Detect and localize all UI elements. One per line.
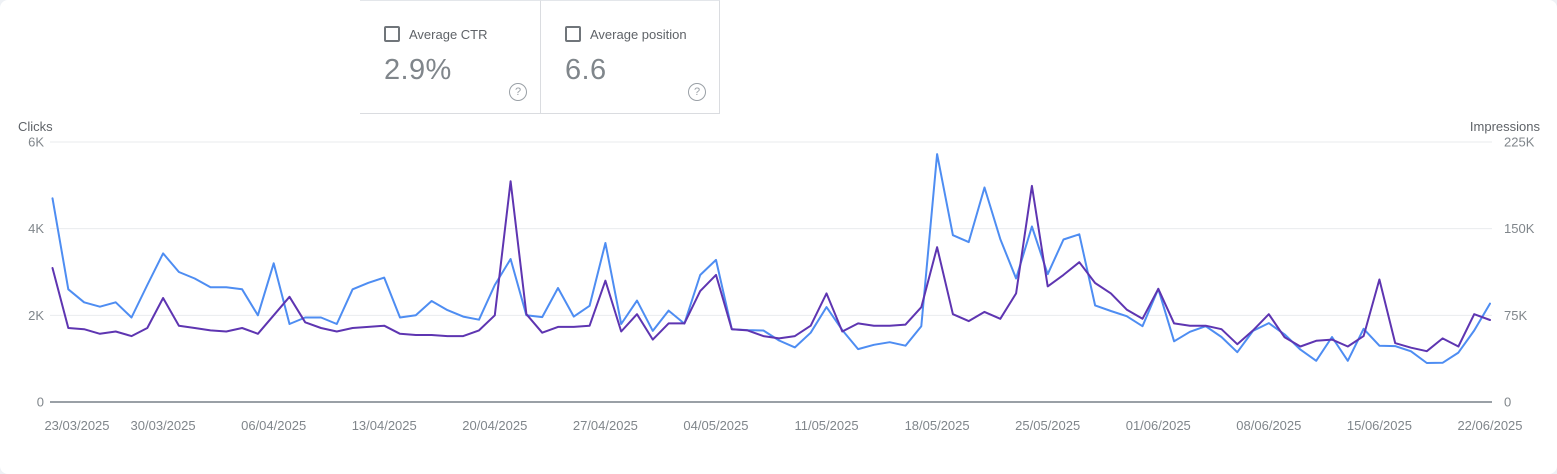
clicks-line[interactable] <box>51 153 1491 364</box>
y-axis-title-clicks: Clicks <box>18 119 53 134</box>
card-label: Total impressions <box>229 25 330 41</box>
metric-cards-row: Total clicks 206K ? Total impressions 6.… <box>0 0 1557 114</box>
y-axis-tick-left: 2K <box>28 308 44 323</box>
y-axis-tick-left: 0 <box>37 395 44 410</box>
performance-chart-area: 6K 225K 4K 150K 2K 75K 0 0 Clicks Impressions 23/0… <box>0 114 1557 474</box>
x-axis-tick: 01/06/2025 <box>1126 418 1191 433</box>
impressions-line[interactable] <box>51 180 1491 353</box>
help-icon[interactable]: ? <box>688 83 706 101</box>
card-label: Total clicks <box>49 25 112 41</box>
x-axis-tick: 27/04/2025 <box>573 418 638 433</box>
y-axis-tick-right: 75K <box>1504 308 1527 323</box>
help-icon[interactable]: ? <box>329 84 347 102</box>
y-axis-tick-left: 4K <box>28 221 44 236</box>
total-clicks-value: 206K <box>24 53 94 85</box>
average-ctr-checkbox[interactable] <box>384 26 400 42</box>
x-axis-tick: 11/05/2025 <box>794 418 858 433</box>
x-axis-tick: 06/04/2025 <box>241 418 306 433</box>
card-average-position-header: Average position <box>565 26 719 42</box>
average-position-checkbox[interactable] <box>565 26 581 42</box>
x-axis-tick: 13/04/2025 <box>352 418 417 433</box>
card-label: Average CTR <box>409 26 488 42</box>
y-axis-tick-right: 225K <box>1504 135 1535 150</box>
y-axis-tick-right: 0 <box>1504 395 1511 410</box>
total-clicks-checkbox[interactable] <box>24 25 40 41</box>
performance-chart: 6K 225K 4K 150K 2K 75K 0 0 Clicks Impressions 23/0… <box>18 119 1541 433</box>
average-position-value: 6.6 <box>565 54 607 86</box>
card-label: Average position <box>590 26 687 42</box>
x-axis-tick: 15/06/2025 <box>1347 418 1412 433</box>
total-impressions-value: 6.99M <box>204 53 287 85</box>
average-ctr-value: 2.9% <box>384 54 452 86</box>
x-axis-tick: 22/06/2025 <box>1457 418 1522 433</box>
help-icon[interactable]: ? <box>149 84 167 102</box>
x-axis-tick: 25/05/2025 <box>1015 418 1080 433</box>
y-axis-title-impressions: Impressions <box>1470 119 1541 134</box>
y-axis-tick-right: 150K <box>1504 221 1535 236</box>
x-axis-tick: 18/05/2025 <box>905 418 970 433</box>
card-total-clicks[interactable]: Total clicks 206K ? <box>0 0 180 114</box>
card-average-position[interactable]: Average position 6.6 ? <box>540 0 720 114</box>
card-average-ctr[interactable]: Average CTR 2.9% ? <box>360 0 540 114</box>
help-icon[interactable]: ? <box>509 83 527 101</box>
y-axis-tick-left: 6K <box>28 135 44 150</box>
total-impressions-checkbox[interactable] <box>204 25 220 41</box>
x-axis-tick: 20/04/2025 <box>462 418 527 433</box>
x-axis-tick: 08/06/2025 <box>1236 418 1301 433</box>
x-axis-tick: 30/03/2025 <box>131 418 196 433</box>
card-total-clicks-header: Total clicks <box>24 25 180 41</box>
card-total-impressions[interactable]: Total impressions 6.99M ? <box>180 0 360 114</box>
card-average-ctr-header: Average CTR <box>384 26 540 42</box>
x-axis-tick: 04/05/2025 <box>683 418 748 433</box>
x-axis-tick: 23/03/2025 <box>44 418 109 433</box>
card-total-impressions-header: Total impressions <box>204 25 360 41</box>
